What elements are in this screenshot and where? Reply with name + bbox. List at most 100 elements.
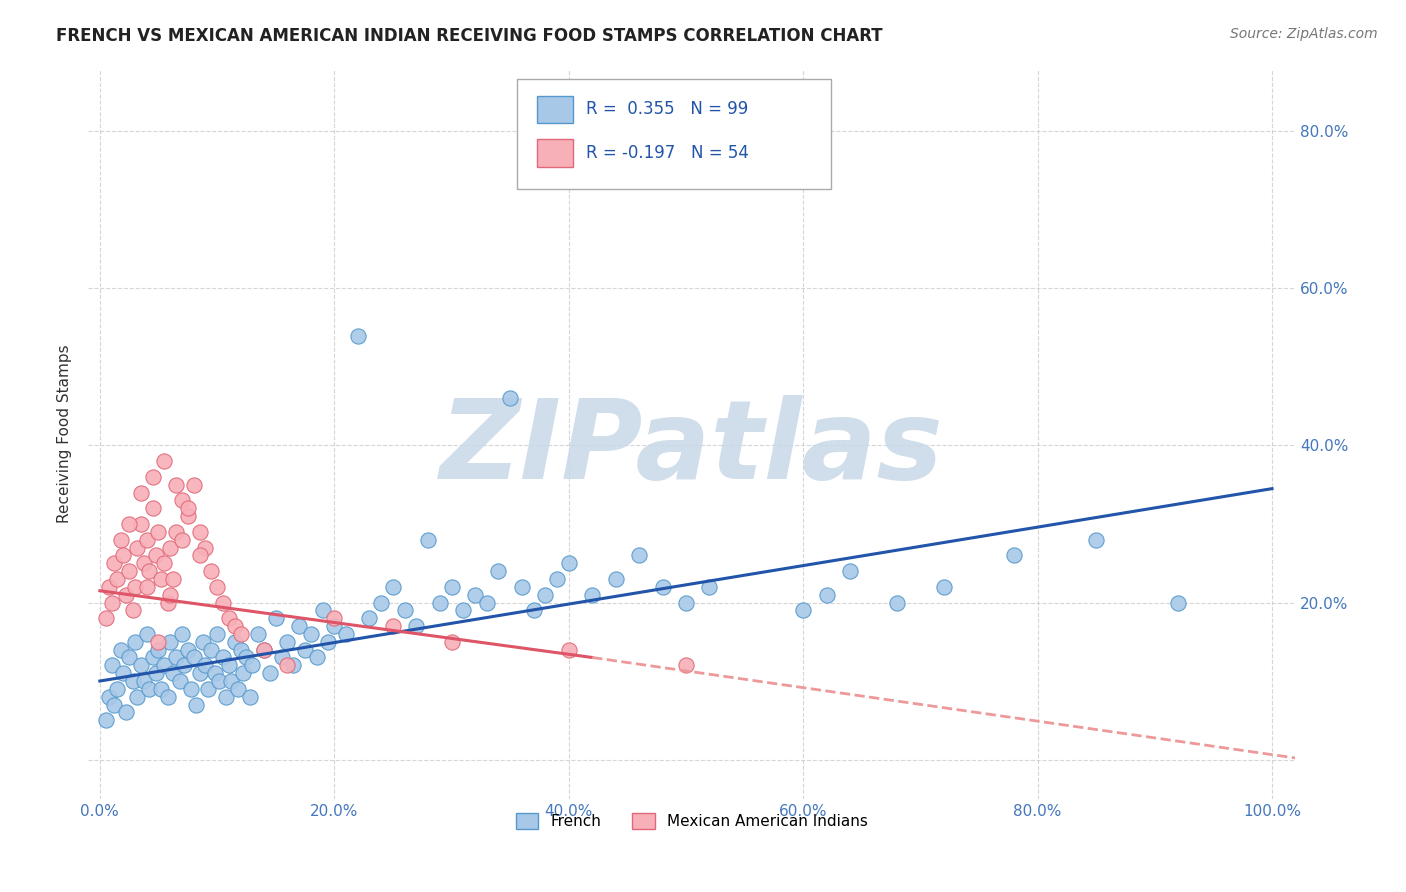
Point [815, 588, 838, 602]
Point [183, 650, 205, 665]
Point [145, 666, 167, 681]
Point [259, 666, 281, 681]
Point [323, 619, 346, 633]
Point [318, 634, 340, 648]
Point [288, 619, 311, 633]
Point [135, 627, 157, 641]
Point [124, 634, 146, 648]
Point [159, 541, 181, 555]
Point [169, 673, 191, 688]
FancyBboxPatch shape [537, 139, 574, 167]
Point [675, 595, 697, 609]
Text: Source: ZipAtlas.com: Source: ZipAtlas.com [1230, 27, 1378, 41]
Point [165, 524, 187, 539]
Point [134, 556, 156, 570]
Point [218, 658, 240, 673]
Point [142, 470, 165, 484]
Point [177, 501, 200, 516]
Point [283, 658, 305, 673]
Point [148, 642, 170, 657]
Point [170, 533, 193, 547]
Point [121, 603, 143, 617]
Point [127, 541, 149, 555]
Point [264, 611, 287, 625]
Point [311, 603, 333, 617]
Point [149, 572, 172, 586]
Point [486, 564, 509, 578]
Point [156, 595, 179, 609]
Point [212, 595, 235, 609]
Point [124, 580, 146, 594]
Point [510, 580, 533, 594]
Point [232, 666, 254, 681]
Point [440, 634, 463, 648]
Point [323, 611, 346, 625]
Point [546, 572, 568, 586]
Point [129, 516, 152, 531]
Point [200, 642, 222, 657]
Point [165, 477, 187, 491]
Text: ZIPatlas: ZIPatlas [440, 395, 943, 502]
Text: R = -0.197   N = 54: R = -0.197 N = 54 [585, 145, 748, 162]
Point [114, 706, 136, 720]
Point [121, 673, 143, 688]
Point [1085, 533, 1108, 547]
Point [194, 541, 217, 555]
Point [405, 619, 427, 633]
Point [276, 658, 298, 673]
Point [98, 690, 121, 704]
Point [522, 603, 544, 617]
Point [839, 564, 862, 578]
Point [558, 556, 581, 570]
Point [932, 580, 955, 594]
Point [205, 627, 228, 641]
Point [156, 690, 179, 704]
Point [148, 524, 170, 539]
Point [173, 658, 195, 673]
Point [429, 595, 451, 609]
Point [118, 564, 141, 578]
Point [200, 564, 222, 578]
Point [208, 673, 231, 688]
Point [699, 580, 721, 594]
Point [558, 642, 581, 657]
Text: FRENCH VS MEXICAN AMERICAN INDIAN RECEIVING FOOD STAMPS CORRELATION CHART: FRENCH VS MEXICAN AMERICAN INDIAN RECEIV… [56, 27, 883, 45]
Point [98, 580, 121, 594]
Point [219, 673, 242, 688]
Point [224, 619, 246, 633]
Point [153, 454, 176, 468]
Point [1002, 549, 1025, 563]
Point [215, 690, 238, 704]
Point [153, 556, 176, 570]
Point [118, 650, 141, 665]
Point [218, 611, 240, 625]
Point [235, 650, 257, 665]
Point [276, 634, 298, 648]
Point [886, 595, 908, 609]
Point [149, 681, 172, 696]
Point [197, 681, 219, 696]
Point [153, 658, 176, 673]
Point [451, 603, 474, 617]
Text: R =  0.355   N = 99: R = 0.355 N = 99 [585, 101, 748, 119]
Point [188, 666, 211, 681]
Legend: French, Mexican American Indians: French, Mexican American Indians [509, 806, 875, 835]
Point [240, 658, 263, 673]
Point [299, 627, 322, 641]
Point [605, 572, 627, 586]
Point [180, 681, 202, 696]
Point [184, 698, 207, 712]
Point [134, 673, 156, 688]
Point [394, 603, 416, 617]
Point [224, 634, 246, 648]
Point [305, 650, 328, 665]
Point [370, 595, 392, 609]
Point [335, 627, 357, 641]
Point [270, 650, 292, 665]
Point [107, 681, 129, 696]
Point [159, 634, 181, 648]
Point [534, 588, 557, 602]
Point [94, 611, 117, 625]
Point [162, 572, 184, 586]
Point [103, 556, 125, 570]
